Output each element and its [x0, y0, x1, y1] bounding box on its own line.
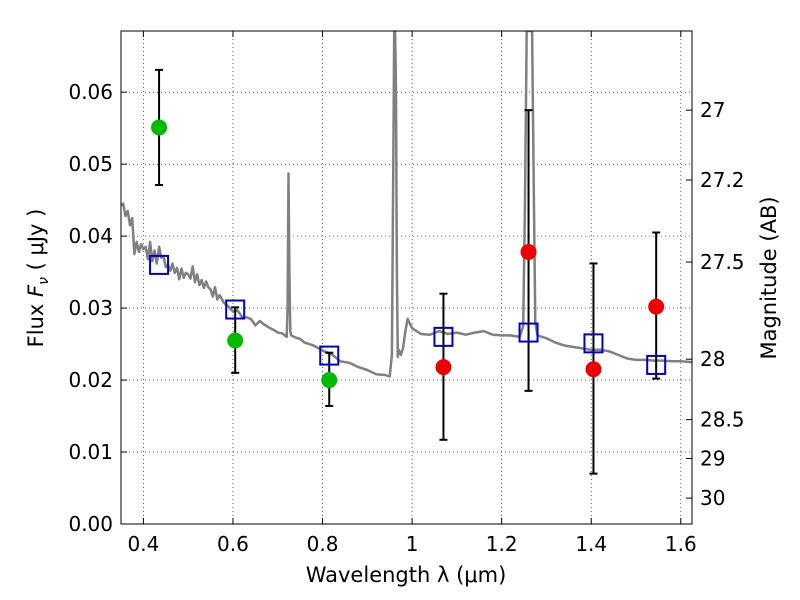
y2-tick-label: 27.5	[700, 250, 745, 274]
y2-axis-label: Magnitude (AB)	[757, 196, 781, 359]
observed-point	[648, 298, 665, 315]
y2-tick-label: 28	[700, 347, 725, 371]
plot-background	[121, 31, 692, 524]
model-photometry-square	[225, 299, 246, 320]
x-tick-label: 1.4	[575, 532, 607, 556]
observed-point	[151, 119, 168, 136]
model-photometry-square	[583, 333, 604, 354]
y-tick-label: 0.06	[68, 80, 113, 104]
y2-tick-label: 27	[700, 98, 725, 122]
x-tick-label: 1	[406, 532, 419, 556]
observed-point	[227, 332, 244, 349]
plot-frame	[120, 30, 693, 525]
y2-tick-label: 30	[700, 486, 725, 510]
observed-point	[520, 243, 537, 260]
ticks: 0.4 0.6 0.8 1 1.2 1.4 1.6 0.00 0.01 0.02 0.03 0.04 0…	[68, 31, 745, 556]
x-tick-label: 0.8	[307, 532, 339, 556]
y2-tick-label: 29	[700, 447, 725, 471]
observed-point	[585, 361, 602, 378]
model-photometry-square	[646, 354, 667, 375]
x-tick-label: 0.4	[127, 532, 159, 556]
y2-tick-label: 28.5	[700, 408, 745, 432]
model-photometry-square	[433, 326, 454, 347]
y-tick-label: 0.03	[68, 296, 113, 320]
model-photometry-square	[518, 322, 539, 343]
observed-point	[435, 359, 452, 376]
x-tick-label: 1.2	[486, 532, 518, 556]
x-tick-label: 0.6	[217, 532, 249, 556]
model-photometry-square	[319, 345, 340, 366]
y-axis-label: Flux Fν ( μJy )	[24, 209, 52, 348]
observed-point	[321, 372, 338, 389]
x-tick-label: 1.6	[665, 532, 697, 556]
y-tick-label: 0.02	[68, 368, 113, 392]
x-axis-label: Wavelength λ (μm)	[306, 563, 507, 587]
y-tick-label: 0.04	[68, 224, 113, 248]
model-photometry-square	[149, 254, 170, 275]
y2-tick-label: 27.2	[700, 168, 745, 192]
y-tick-label: 0.01	[68, 440, 113, 464]
y-tick-label: 0.00	[68, 512, 113, 536]
y-tick-label: 0.05	[68, 152, 113, 176]
data-layer	[121, 31, 692, 475]
